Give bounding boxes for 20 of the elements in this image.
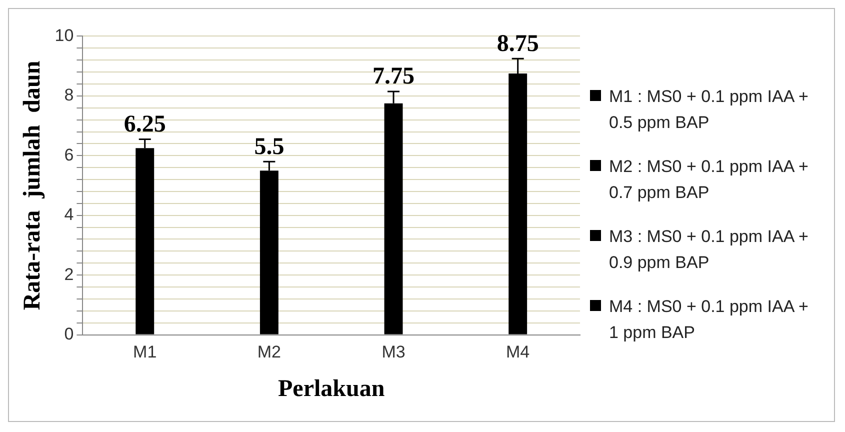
x-tick-label: M3: [382, 342, 406, 362]
legend-label: M4 : MS0 + 0.1 ppm IAA + 1 ppm BAP: [609, 296, 809, 344]
data-label: 7.75: [372, 63, 415, 90]
x-axis-title: Perlakuan: [278, 375, 385, 402]
data-label: 8.75: [496, 30, 539, 56]
x-tick-label: M2: [257, 342, 282, 362]
data-label: 5.5: [254, 133, 284, 160]
y-tick-label: 4: [64, 204, 74, 224]
y-tick-label: 8: [64, 85, 74, 104]
y-tick-label: 2: [64, 264, 74, 284]
y-tick-label: 0: [64, 324, 74, 343]
legend-label: M1 : MS0 + 0.1 ppm IAA + 0.5 ppm BAP: [609, 86, 809, 134]
legend-label: M3 : MS0 + 0.1 ppm IAA + 0.9 ppm BAP: [609, 226, 809, 274]
x-tick-label: M4: [506, 342, 530, 362]
data-label: 6.25: [124, 110, 166, 137]
legend-label: M2 : MS0 + 0.1 ppm IAA + 0.7 ppm BAP: [609, 156, 809, 204]
y-tick-label: 10: [54, 25, 74, 44]
y-axis-title: Rata-rata jumlah daun: [20, 60, 46, 310]
y-tick-label: 6: [64, 144, 74, 164]
x-tick-label: M1: [133, 342, 157, 362]
